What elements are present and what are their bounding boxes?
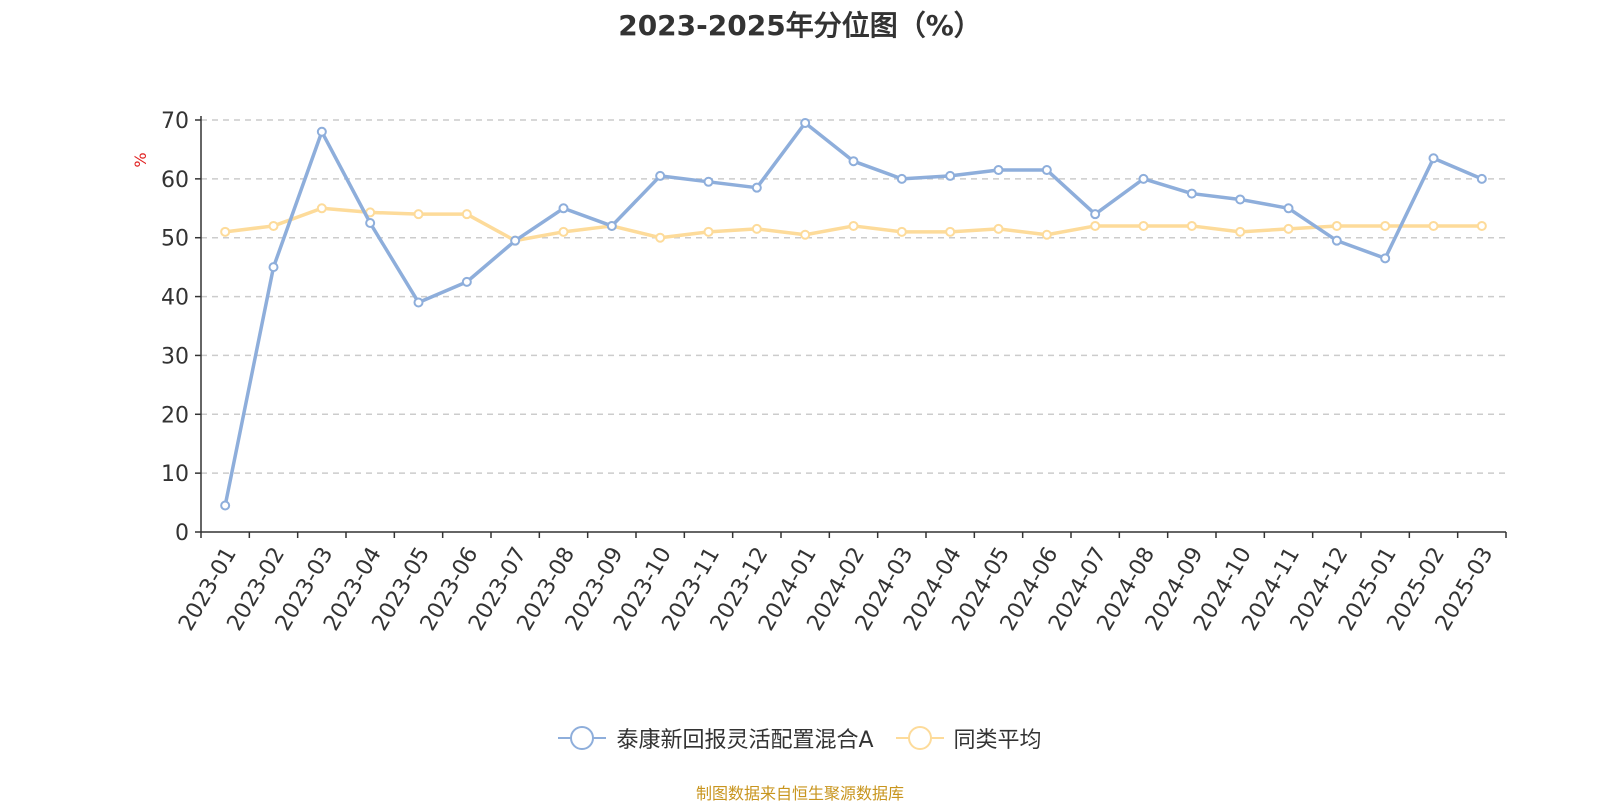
data-point[interactable] <box>655 170 666 181</box>
data-point[interactable] <box>1235 226 1246 237</box>
y-tick-label: 10 <box>161 462 189 487</box>
series-lines <box>220 117 1487 511</box>
y-tick-label: 30 <box>161 344 189 369</box>
data-point[interactable] <box>220 226 231 237</box>
data-point[interactable] <box>413 297 424 308</box>
source-note: 制图数据来自恒生聚源数据库 <box>695 784 904 803</box>
data-point[interactable] <box>896 173 907 184</box>
chart-title: 2023-2025年分位图（%） <box>618 9 982 42</box>
data-point[interactable] <box>703 226 714 237</box>
data-point[interactable] <box>1186 188 1197 199</box>
data-point[interactable] <box>751 223 762 234</box>
data-point[interactable] <box>945 170 956 181</box>
data-point[interactable] <box>510 235 521 246</box>
data-point[interactable] <box>703 176 714 187</box>
y-tick-label: 50 <box>161 227 189 252</box>
data-point[interactable] <box>558 226 569 237</box>
data-point[interactable] <box>1283 203 1294 214</box>
data-point[interactable] <box>800 117 811 128</box>
data-point[interactable] <box>316 203 327 214</box>
data-point[interactable] <box>558 203 569 214</box>
data-point[interactable] <box>1235 194 1246 205</box>
y-tick-label: 20 <box>161 403 189 428</box>
x-tick-labels: 2023-012023-022023-032023-042023-052023-… <box>174 543 1498 635</box>
data-point[interactable] <box>606 220 617 231</box>
data-point[interactable] <box>1331 220 1342 231</box>
y-tick-label: 0 <box>175 521 189 546</box>
data-point[interactable] <box>945 226 956 237</box>
axes <box>195 116 1507 538</box>
data-point[interactable] <box>1476 220 1487 231</box>
data-point[interactable] <box>751 182 762 193</box>
data-point[interactable] <box>365 218 376 228</box>
y-tick-labels: 0 10 20 30 40 50 60 70 <box>161 109 189 546</box>
data-point[interactable] <box>1380 220 1391 231</box>
data-point[interactable] <box>1380 253 1391 264</box>
data-point[interactable] <box>1428 153 1439 164</box>
data-point[interactable] <box>316 126 327 137</box>
y-tick-label: 70 <box>161 109 189 134</box>
data-point[interactable] <box>848 156 859 167</box>
legend-item-series-2[interactable]: 同类平均 <box>895 722 1042 754</box>
grid-lines <box>201 119 1506 474</box>
series-line <box>223 121 1483 506</box>
legend-label: 泰康新回报灵活配置混合A <box>616 728 874 753</box>
data-point[interactable] <box>461 209 472 220</box>
data-point[interactable] <box>268 262 279 273</box>
data-point[interactable] <box>993 165 1004 176</box>
data-point[interactable] <box>1428 220 1439 231</box>
data-point[interactable] <box>1331 235 1342 246</box>
data-point[interactable] <box>413 209 424 220</box>
data-point[interactable] <box>1090 220 1101 231</box>
data-point[interactable] <box>1476 173 1487 184</box>
data-point[interactable] <box>1138 220 1149 231</box>
y-tick-label: 60 <box>161 168 189 193</box>
legend-marker-icon <box>895 726 944 750</box>
legend-marker-icon <box>558 726 607 750</box>
legend-item-series-1[interactable]: 泰康新回报灵活配置混合A <box>558 722 874 754</box>
y-tick-label: 40 <box>161 286 189 311</box>
data-point[interactable] <box>220 500 231 511</box>
data-point[interactable] <box>993 223 1004 234</box>
y-axis-label: % <box>131 152 150 167</box>
data-point[interactable] <box>896 226 907 237</box>
line-chart: 0 10 20 30 40 50 60 70 2023-012023-022023-03202… <box>131 109 1507 635</box>
data-point[interactable] <box>268 220 279 231</box>
data-point[interactable] <box>655 232 666 243</box>
data-point[interactable] <box>1090 209 1101 220</box>
data-point[interactable] <box>1283 223 1294 234</box>
data-point[interactable] <box>848 220 859 231</box>
data-point[interactable] <box>800 229 811 240</box>
data-point[interactable] <box>1041 165 1052 176</box>
data-point[interactable] <box>1186 220 1197 231</box>
legend[interactable]: 泰康新回报灵活配置混合A 同类平均 <box>0 722 1600 754</box>
data-point[interactable] <box>461 276 472 287</box>
data-point[interactable] <box>1138 173 1149 184</box>
legend-label: 同类平均 <box>953 728 1042 753</box>
data-point[interactable] <box>1041 229 1052 240</box>
